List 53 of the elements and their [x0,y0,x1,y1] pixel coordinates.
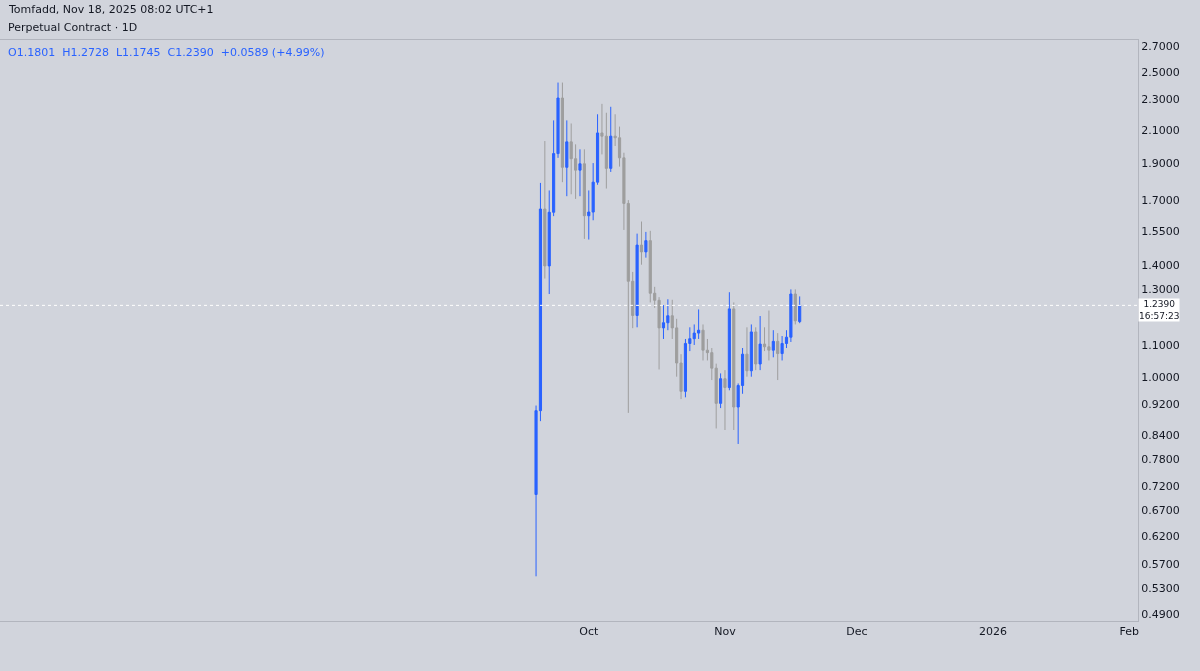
x-tick-label: 2026 [979,625,1007,639]
candlestick [771,329,775,358]
x-tick-label: Nov [714,625,737,639]
y-tick-label: 0.9200 [1141,398,1180,412]
y-tick-label: 0.4900 [1141,607,1180,621]
candlestick [745,326,749,378]
candlestick [565,119,569,197]
y-tick-label: 1.1000 [1141,338,1180,352]
x-tick-label: Dec [846,625,868,639]
candlestick [723,369,727,431]
x-tick-label: Feb [1119,625,1139,639]
candlestick [701,323,705,361]
chart-title: Perpetual Contract · 1D [8,21,138,34]
y-tick-label: 0.8400 [1141,428,1180,442]
candlestick [767,310,771,361]
candlestick [582,148,586,240]
candlestick [758,315,762,371]
y-tick-label: 1.4000 [1141,258,1180,272]
candlestick [609,106,613,173]
candlestick [727,291,731,391]
y-tick-label: 2.1000 [1141,123,1180,137]
candlestick [798,295,802,324]
candlestick [543,140,547,280]
candlestick [776,332,780,381]
candlestick [732,301,736,431]
y-tick-label: 0.5300 [1141,581,1180,595]
y-tick-label: 2.5000 [1141,65,1180,79]
y-tick-label: 0.6200 [1141,529,1180,543]
candlestick [749,323,753,378]
candlestick [578,148,582,197]
y-tick-label: 0.5700 [1141,557,1180,571]
candlestick [639,221,644,266]
candlestick [644,231,648,259]
text: O1.1801 H1.2728 L1.1745 C1.2390 +0.0589 (+4.99%) [8,46,325,59]
text: Tomfadd, Nov 18, 2025 08:02 UTC+1 [8,3,214,16]
y-tick-label: 0.6700 [1141,503,1180,517]
x-tick-label: Oct [579,625,599,639]
candlestick [569,122,573,195]
y-tick-label: 1.0000 [1141,370,1180,384]
y-tick-label: 1.3000 [1141,283,1180,297]
y-tick-label: 1.5500 [1141,224,1180,238]
candlestick [635,233,639,328]
y-tick-label: 1.9000 [1141,156,1180,170]
y-tick-label: 0.7200 [1141,479,1180,493]
y-tick-label: 2.7000 [1141,39,1180,53]
y-tick-label: 0.7800 [1141,453,1180,467]
ref-line-label: 1.2390 16:57:23 [1139,299,1180,321]
candlestick [754,326,758,371]
candlestick [793,288,797,325]
candlestick [719,372,723,409]
y-tick-label: 2.3000 [1141,93,1180,107]
candlestick [560,82,564,183]
y-tick-label: 1.7000 [1141,193,1180,207]
